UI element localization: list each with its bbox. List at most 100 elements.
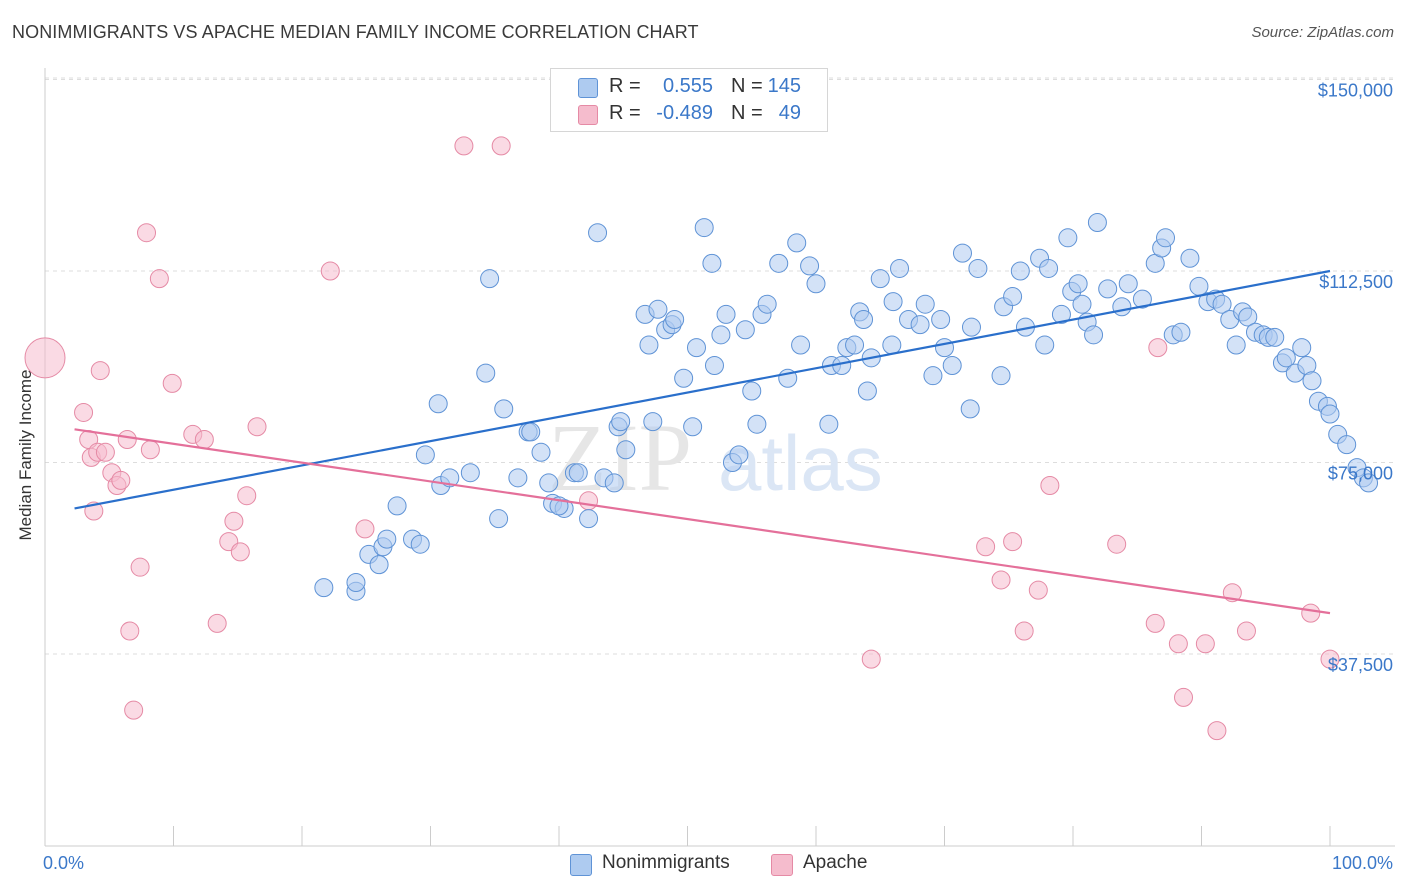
apache-point: [111, 470, 131, 490]
nonimmigrants-point: [704, 355, 724, 375]
series-legend: Nonimmigrants Apache: [0, 850, 1406, 878]
nonimmigrants-point: [460, 463, 480, 483]
nonimmigrants-point: [489, 509, 509, 529]
x-tick-label: 100.0%: [1332, 853, 1393, 873]
nonimmigrants-point: [428, 394, 448, 414]
nonimmigrants-point: [1132, 289, 1152, 309]
nonimmigrants-point: [440, 468, 460, 488]
nonimmigrants-point: [694, 218, 714, 238]
nonimmigrants-point: [531, 442, 551, 462]
tick-labels: $37,500 $75,000 $112,500 $150,000 0.0% 100.0%: [43, 81, 1393, 874]
nonimmigrants-point: [539, 473, 559, 493]
apache-point: [1301, 603, 1321, 623]
nonimmigrants-point: [369, 555, 389, 575]
apache-point: [1320, 649, 1340, 669]
watermark: ZIP atlas: [548, 404, 883, 511]
apache-point: [194, 430, 214, 450]
nonimmigrants-point: [674, 368, 694, 388]
nonimmigrants-point: [910, 315, 930, 335]
nonimmigrants-point: [961, 317, 981, 337]
nonimmigrants-point: [1098, 279, 1118, 299]
legend-swatch-pink: [771, 854, 793, 876]
nonimmigrants-point: [1171, 322, 1191, 342]
nonimmigrants-point: [791, 335, 811, 355]
nonimmigrants-point: [1068, 274, 1088, 294]
nonimmigrants-point: [960, 399, 980, 419]
nonimmigrants-point: [854, 310, 874, 330]
apache-point: [137, 223, 157, 243]
nonimmigrants-point: [683, 417, 703, 437]
apache-point: [120, 621, 140, 641]
apache-point: [140, 440, 160, 460]
nonimmigrants-point: [1112, 297, 1132, 317]
nonimmigrants-point: [686, 338, 706, 358]
nonimmigrants-point: [1238, 307, 1258, 327]
nonimmigrants-point: [1084, 325, 1104, 345]
nonimmigrants-point: [716, 304, 736, 324]
nonimmigrants-points: [314, 212, 1379, 601]
apache-point: [991, 570, 1011, 590]
nonimmigrants-point: [1337, 435, 1357, 455]
nonimmigrants-point: [757, 294, 777, 314]
nonimmigrants-point: [935, 338, 954, 358]
nonimmigrants-point: [769, 253, 789, 273]
nonimmigrants-point: [1359, 473, 1379, 493]
legend-swatch-blue: [578, 78, 598, 98]
nonimmigrants-point: [952, 243, 972, 263]
x-tick-label: 0.0%: [43, 853, 84, 873]
legend-row-nonimmigrants: R = 0.555 N = 145: [551, 74, 827, 100]
nonimmigrants-point: [521, 422, 541, 442]
nonimmigrants-point: [787, 233, 807, 253]
legend-r-value: -0.489: [656, 102, 713, 124]
nonimmigrants-point: [883, 292, 903, 312]
watermark-atlas: atlas: [718, 419, 883, 507]
nonimmigrants-point: [819, 414, 839, 434]
nonimmigrants-point: [568, 463, 588, 483]
apache-point: [1207, 721, 1227, 741]
nonimmigrants-point: [702, 253, 722, 273]
nonimmigrants-point: [643, 412, 663, 432]
nonimmigrants-point: [1212, 294, 1232, 314]
nonimmigrants-point: [387, 496, 407, 516]
axes: [44, 68, 1395, 847]
apache-point: [1145, 613, 1165, 633]
legend-n-label: N =: [731, 75, 763, 97]
apache-point: [355, 519, 375, 539]
nonimmigrants-point: [579, 509, 599, 529]
nonimmigrants-point: [480, 269, 500, 289]
nonimmigrants-point: [882, 335, 902, 355]
nonimmigrants-point: [1265, 327, 1285, 347]
nonimmigrants-point: [1302, 371, 1322, 391]
apache-point: [117, 430, 137, 450]
apache-point: [1148, 338, 1168, 358]
nonimmigrants-point: [314, 578, 334, 598]
apache-point: [230, 542, 250, 562]
nonimmigrants-point: [1051, 304, 1071, 324]
apache-point: [224, 511, 244, 531]
apache-point: [1236, 621, 1256, 641]
nonimmigrants-point: [729, 445, 749, 465]
nonimmigrants-point: [648, 299, 668, 319]
apache-point: [24, 337, 66, 379]
nonimmigrants-point: [942, 355, 962, 375]
nonimmigrants-point: [800, 256, 820, 276]
nonimmigrants-point: [1180, 248, 1200, 268]
y-tick-label: $112,500: [1319, 272, 1393, 292]
apache-point: [1040, 475, 1060, 495]
source-label: Source: ZipAtlas.com: [1251, 24, 1394, 41]
nonimmigrants-point: [1010, 261, 1030, 281]
apache-point: [976, 537, 996, 557]
legend-r-label: R =: [609, 75, 641, 97]
legend-label-nonimmigrants: Nonimmigrants: [602, 852, 730, 873]
apache-point: [149, 269, 169, 289]
nonimmigrants-point: [747, 414, 767, 434]
legend-r-value: 0.555: [662, 75, 713, 97]
y-tick-label: $75,000: [1328, 464, 1393, 484]
apache-point: [1195, 634, 1215, 654]
legend-n-label: N =: [731, 102, 763, 124]
apache-point: [861, 649, 881, 669]
legend-n-value: 145: [767, 75, 801, 97]
nonimmigrants-point: [415, 445, 435, 465]
nonimmigrants-point: [639, 335, 659, 355]
apache-point: [454, 136, 474, 156]
